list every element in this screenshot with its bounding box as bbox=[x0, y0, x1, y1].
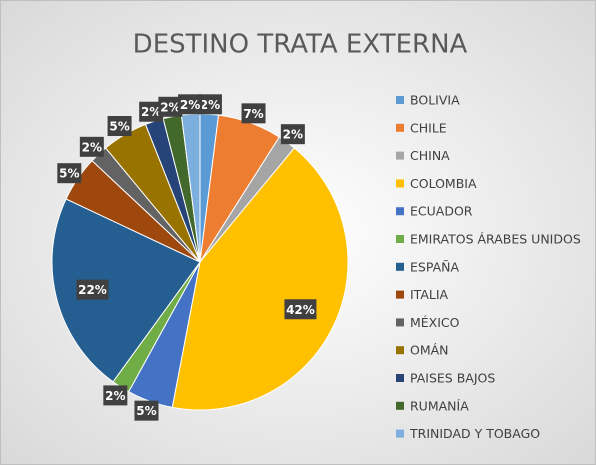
value-label-box bbox=[134, 400, 159, 421]
legend-label: CHINA bbox=[410, 148, 450, 163]
value-label: 2% bbox=[283, 128, 303, 142]
legend-swatch bbox=[396, 151, 404, 160]
legend-swatch bbox=[396, 318, 404, 327]
value-label: 22% bbox=[78, 283, 107, 297]
value-label-box bbox=[76, 279, 109, 300]
legend-label: MÉXICO bbox=[410, 315, 460, 330]
legend-swatch bbox=[396, 123, 404, 132]
value-label-box bbox=[103, 385, 128, 406]
value-label-box bbox=[178, 94, 203, 115]
legend-swatch bbox=[396, 429, 404, 438]
legend-label: ESPAÑA bbox=[410, 259, 459, 274]
value-label: 2% bbox=[180, 98, 200, 112]
legend-swatch bbox=[396, 346, 404, 355]
value-label: 7% bbox=[243, 107, 263, 121]
legend-label: BOLIVIA bbox=[410, 93, 460, 108]
legend-swatch bbox=[396, 290, 404, 299]
legend-label: COLOMBIA bbox=[410, 176, 477, 191]
pie-slice bbox=[171, 147, 349, 411]
legend-label: ITALIA bbox=[410, 287, 449, 302]
legend-label: CHILE bbox=[410, 120, 447, 135]
value-label: 2% bbox=[82, 140, 102, 154]
value-label: 42% bbox=[286, 303, 315, 317]
legend-label: RUMANÍA bbox=[410, 398, 469, 413]
value-label-box bbox=[107, 116, 132, 137]
value-label-box bbox=[280, 124, 305, 145]
value-label-box bbox=[158, 96, 183, 117]
value-label-box bbox=[241, 103, 266, 124]
value-label: 5% bbox=[136, 404, 156, 418]
value-label-box bbox=[284, 299, 317, 320]
legend-swatch bbox=[396, 207, 404, 216]
legend-label: PAISES BAJOS bbox=[410, 371, 495, 386]
value-label-box bbox=[57, 163, 82, 184]
legend-swatch bbox=[396, 179, 404, 188]
value-label: 2% bbox=[105, 389, 125, 403]
legend-swatch bbox=[396, 401, 404, 410]
legend-label: TRINIDAD Y TOBAGO bbox=[409, 426, 540, 441]
legend-swatch bbox=[396, 235, 404, 243]
value-label: 2% bbox=[160, 100, 180, 114]
legend-swatch bbox=[396, 96, 404, 104]
value-label-box bbox=[139, 101, 164, 122]
legend-swatch bbox=[396, 374, 404, 382]
value-label: 2% bbox=[141, 105, 161, 119]
value-label: 5% bbox=[59, 167, 79, 181]
legend-swatch bbox=[396, 262, 404, 271]
chart-title: DESTINO TRATA EXTERNA bbox=[133, 30, 468, 60]
legend-label: ECUADOR bbox=[410, 204, 473, 219]
value-label: 2% bbox=[200, 98, 220, 112]
legend-label: EMIRATOS ÁRABES UNIDOS bbox=[410, 232, 581, 247]
legend-label: OMÁN bbox=[410, 343, 449, 358]
value-label-box bbox=[197, 94, 222, 115]
value-label-box bbox=[79, 136, 104, 157]
value-label: 5% bbox=[109, 120, 129, 134]
